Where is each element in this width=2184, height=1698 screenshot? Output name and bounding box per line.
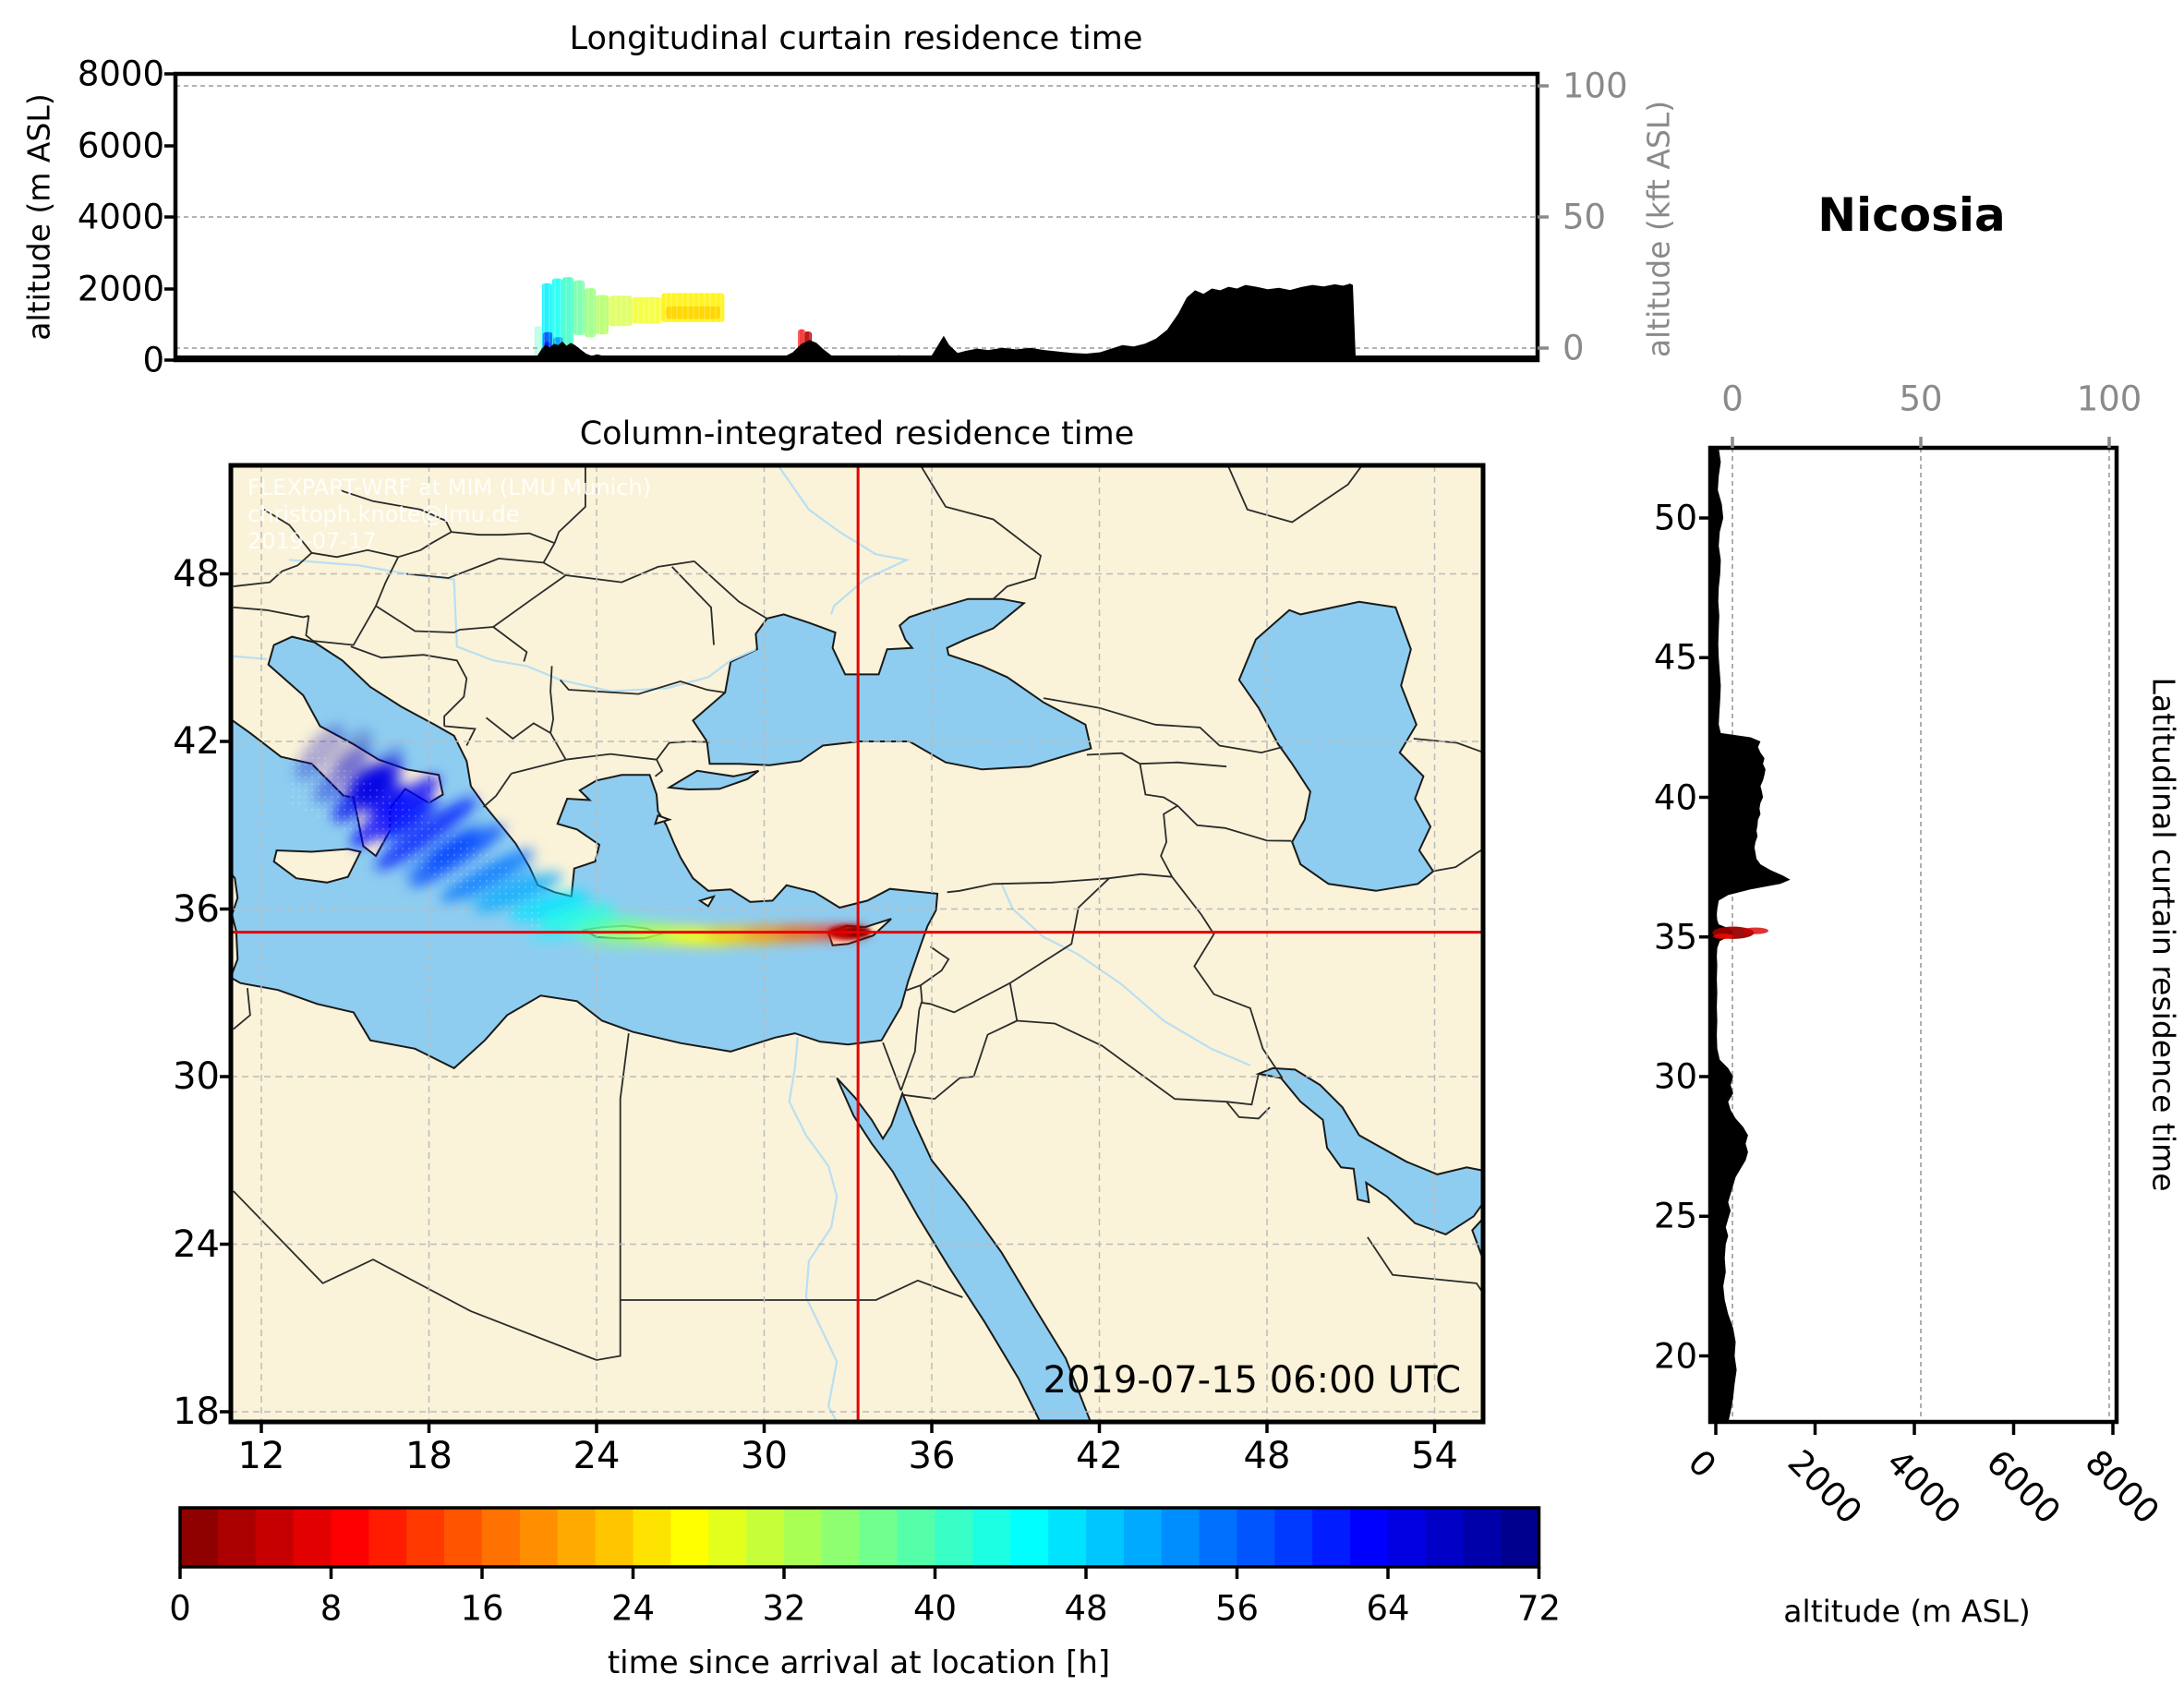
map-title: Column-integrated residence time	[579, 415, 1135, 452]
watermark-line2: christoph.knote@lmu.de	[247, 501, 520, 527]
map-datetime: 2019-07-15 06:00 UTC	[1043, 1359, 1461, 1402]
colorbar-tick-label: 40	[912, 1588, 958, 1629]
map-lat-tick-label: 42	[173, 720, 220, 763]
lat-panel-kft-tick-label: 100	[2076, 379, 2142, 419]
lat-panel-x-axis-label: altitude (m ASL)	[1783, 1593, 2031, 1630]
top-y-tick-label: 2000	[77, 269, 164, 309]
top-kft-tick-label: 50	[1563, 197, 1607, 237]
watermark-line3: 2019-07-17	[247, 528, 377, 554]
lat-panel-lat-tick-label: 35	[1653, 917, 1697, 957]
latitudinal-title: Latitudinal curtain residence time	[2145, 677, 2182, 1192]
colorbar-tick-label: 24	[610, 1588, 656, 1629]
colorbar-tick-label: 16	[460, 1588, 504, 1629]
lat-panel-kft-tick-label: 50	[1899, 379, 1943, 419]
top-y-tick-label: 0	[142, 340, 164, 380]
lat-panel-lat-tick-label: 40	[1653, 777, 1697, 817]
map-lat-tick-label: 24	[173, 1222, 220, 1266]
map-lon-tick-label: 18	[405, 1435, 452, 1477]
colorbar-tick-label: 64	[1366, 1588, 1410, 1629]
map-lat-tick-label: 30	[173, 1055, 220, 1098]
colorbar-tick-label: 32	[762, 1588, 806, 1629]
watermark-line1: FLEXPART-WRF at MIM (LMU Munich)	[247, 475, 652, 500]
map-lon-tick-label: 12	[237, 1435, 285, 1477]
map-lon-tick-label: 30	[741, 1435, 788, 1477]
colorbar-label: time since arrival at location [h]	[607, 1644, 1111, 1681]
colorbar-tick-label: 56	[1214, 1588, 1260, 1629]
top-y-tick-label: 6000	[77, 126, 164, 166]
map-lon-tick-label: 54	[1411, 1435, 1458, 1477]
lat-panel-lat-tick-label: 50	[1653, 498, 1697, 538]
top-y-tick-label: 8000	[77, 54, 164, 94]
top-right-axis-label: altitude (kft ASL)	[1640, 100, 1677, 358]
lat-panel-lat-tick-label: 25	[1653, 1196, 1697, 1236]
lat-panel-lat-tick-label: 45	[1653, 637, 1697, 678]
map-lat-tick-label: 18	[173, 1391, 220, 1433]
station-title: Nicosia	[1817, 188, 2006, 242]
map-lon-tick-label: 48	[1243, 1435, 1291, 1477]
map-lat-tick-label: 36	[173, 887, 220, 931]
top-kft-tick-label: 0	[1563, 328, 1585, 368]
top-kft-tick-label: 100	[1563, 66, 1628, 106]
top-y-tick-label: 4000	[77, 197, 164, 237]
map-lon-tick-label: 24	[573, 1435, 621, 1477]
map-lat-tick-label: 48	[173, 552, 220, 596]
map-lon-tick-label: 42	[1076, 1435, 1123, 1477]
colorbar-tick-label: 72	[1516, 1588, 1562, 1629]
colorbar-tick-label: 0	[169, 1588, 191, 1629]
top-left-axis-label: altitude (m ASL)	[20, 93, 57, 341]
lat-panel-lat-tick-label: 30	[1653, 1056, 1697, 1097]
lat-panel-kft-tick-label: 0	[1721, 379, 1744, 419]
colorbar-tick-label: 48	[1064, 1588, 1108, 1629]
longitudinal-title: Longitudinal curtain residence time	[569, 20, 1143, 57]
colorbar-tick-label: 8	[320, 1588, 343, 1629]
map-lon-tick-label: 36	[908, 1435, 956, 1477]
lat-panel-lat-tick-label: 20	[1653, 1336, 1697, 1376]
